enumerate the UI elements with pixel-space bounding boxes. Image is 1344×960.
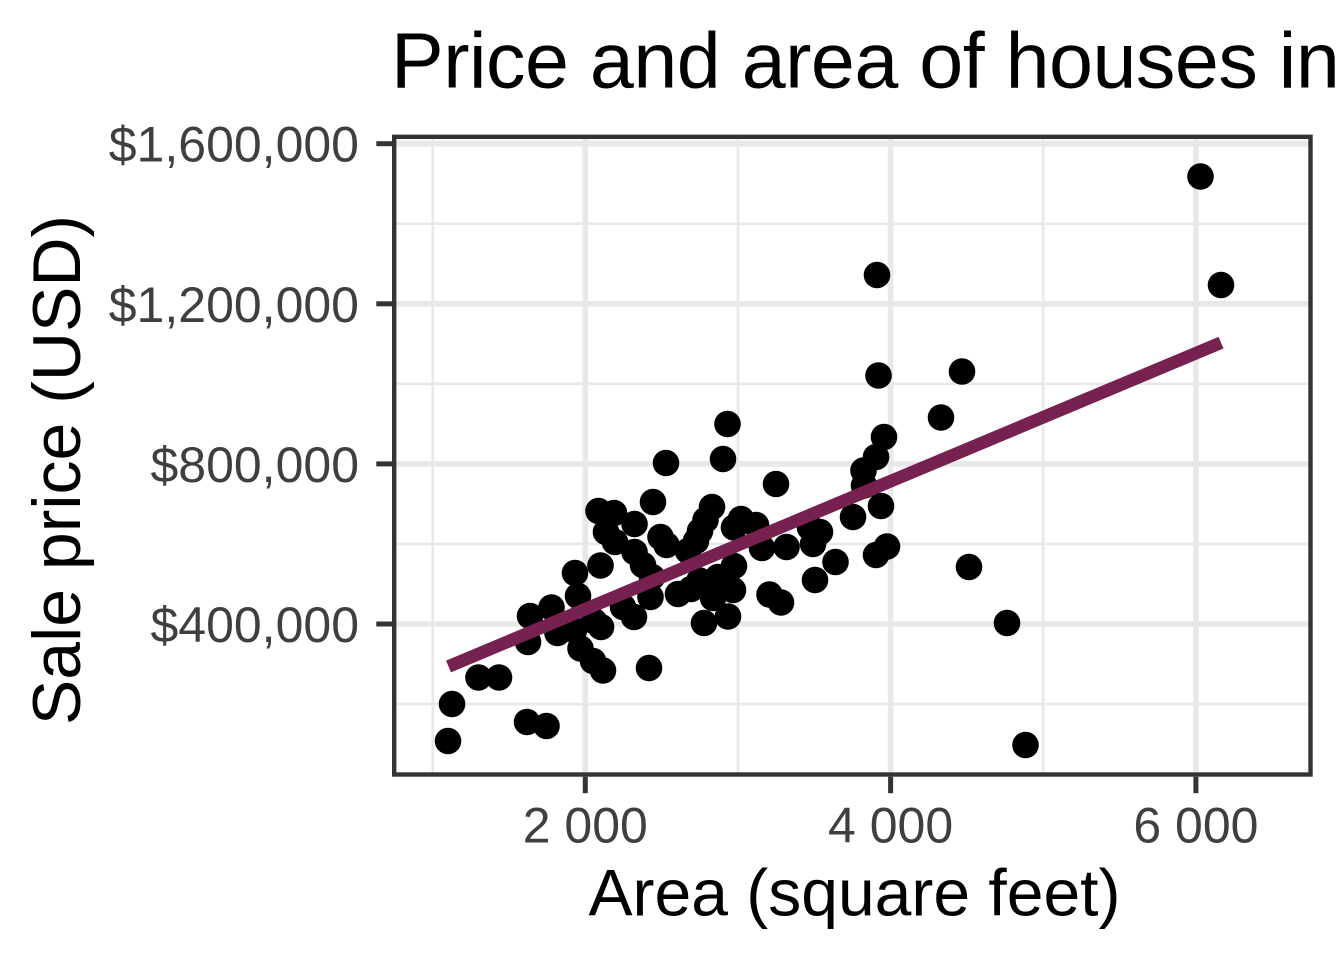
svg-text:$400,000: $400,000	[150, 597, 359, 653]
svg-text:$1,600,000: $1,600,000	[109, 117, 359, 173]
svg-text:Sale price (USD): Sale price (USD)	[19, 215, 95, 725]
svg-text:4 000: 4 000	[828, 798, 953, 854]
svg-text:Price and area of houses in: Price and area of houses in	[391, 16, 1339, 105]
svg-text:6 000: 6 000	[1133, 798, 1258, 854]
svg-text:$800,000: $800,000	[150, 437, 359, 493]
svg-text:2 000: 2 000	[523, 798, 648, 854]
svg-text:$1,200,000: $1,200,000	[109, 277, 359, 333]
svg-text:Area (square feet): Area (square feet)	[589, 856, 1121, 930]
